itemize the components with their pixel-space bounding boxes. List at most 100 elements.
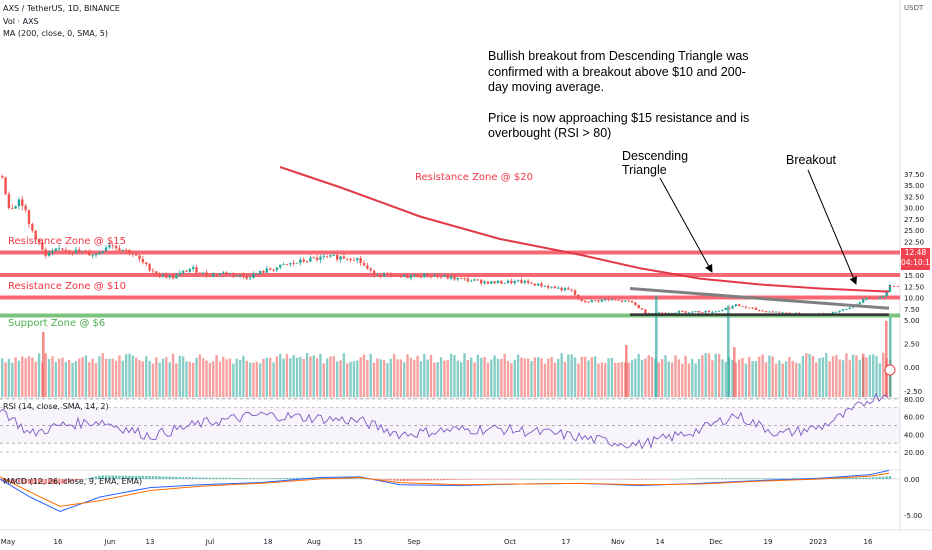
volume-bar xyxy=(470,357,473,397)
volume-bar xyxy=(459,362,463,397)
macd-hist-bar xyxy=(714,478,717,479)
volume-bar xyxy=(429,354,433,397)
macd-hist-bar xyxy=(614,479,617,480)
macd-hist-bar xyxy=(523,479,526,480)
macd-hist-bar xyxy=(788,478,791,479)
macd-hist-bar xyxy=(31,479,34,485)
macd-hist-bar xyxy=(61,479,64,484)
macd-hist-bar xyxy=(409,479,413,481)
volume-bar xyxy=(396,359,399,397)
volume-spike xyxy=(655,295,658,397)
candle-body xyxy=(37,239,41,243)
time-tick-label: Nov xyxy=(611,538,625,546)
candle-body xyxy=(677,311,681,313)
macd-hist-bar xyxy=(590,479,593,480)
candle-body xyxy=(305,261,309,263)
volume-bar xyxy=(416,355,419,397)
breakout-arrow xyxy=(807,169,857,285)
candle-body xyxy=(91,255,94,257)
volume-bar xyxy=(433,362,436,397)
candle-body xyxy=(449,276,453,279)
candle-body xyxy=(148,264,151,271)
candle-body xyxy=(104,247,108,252)
macd-hist-bar xyxy=(543,479,547,480)
analysis-annotation: Bullish breakout from Descending Triangl… xyxy=(488,49,758,142)
volume-bar xyxy=(372,362,376,397)
volume-bar xyxy=(218,361,222,397)
candle-body xyxy=(480,279,483,284)
zone-label-20: Resistance Zone @ $20 xyxy=(415,172,533,183)
candle-body xyxy=(510,280,513,284)
candle-body xyxy=(155,271,158,274)
macd-hist-bar xyxy=(181,477,185,479)
candle-body xyxy=(543,286,547,287)
candle-body xyxy=(496,280,500,284)
macd-hist-bar xyxy=(98,475,101,479)
candle-body xyxy=(34,230,37,240)
volume-bar xyxy=(540,358,543,397)
macd-hist-bar xyxy=(644,479,647,480)
volume-bar xyxy=(419,361,423,397)
candle-body xyxy=(94,254,98,256)
macd-tick-label: 0.00 xyxy=(904,476,920,484)
candle-body xyxy=(841,309,845,311)
macd-hist-bar xyxy=(433,479,436,481)
candle-body xyxy=(124,249,128,251)
volume-bar xyxy=(37,353,41,397)
volume-bar xyxy=(681,363,684,397)
volume-bar xyxy=(124,354,128,397)
macd-hist-bar xyxy=(516,479,520,480)
volume-bar xyxy=(620,362,624,397)
volume-bar xyxy=(225,359,228,397)
macd-hist-bar xyxy=(781,478,784,479)
price-tick-label: 25.00 xyxy=(904,227,924,235)
candle-body xyxy=(64,249,68,251)
candle-body xyxy=(362,262,366,266)
candle-body xyxy=(620,300,624,302)
macd-hist-bar xyxy=(228,477,232,479)
volume-bar xyxy=(289,358,292,397)
macd-hist-bar xyxy=(470,479,473,480)
volume-bar xyxy=(131,355,135,397)
macd-hist-bar xyxy=(238,478,242,479)
candle-body xyxy=(547,286,550,288)
candle-body xyxy=(875,298,878,300)
volume-bar xyxy=(503,353,506,397)
volume-bar xyxy=(761,354,764,397)
macd-hist-bar xyxy=(704,478,707,479)
rsi-line xyxy=(0,392,889,450)
candle-body xyxy=(640,308,644,310)
volume-bar xyxy=(570,354,573,397)
volume-bar xyxy=(188,361,191,397)
candle-body xyxy=(238,274,242,276)
volume-bar xyxy=(560,353,563,397)
macd-hist-bar xyxy=(707,478,711,479)
candle-body xyxy=(416,274,419,278)
macd-hist-bar xyxy=(624,479,627,480)
candle-body xyxy=(476,279,480,281)
volume-bar xyxy=(764,362,768,397)
macd-hist-bar xyxy=(480,479,483,480)
descending-label: Descending xyxy=(622,149,689,163)
candle-body xyxy=(389,274,392,276)
candle-body xyxy=(744,306,748,308)
candle-body xyxy=(674,312,677,314)
macd-hist-bar xyxy=(161,476,165,479)
candle-body xyxy=(141,258,145,263)
candle-body xyxy=(84,251,88,253)
candle-body xyxy=(771,311,774,313)
volume-bar xyxy=(302,358,305,397)
volume-bar xyxy=(520,357,523,397)
volume-bar xyxy=(741,357,744,397)
candle-body xyxy=(376,274,379,276)
macd-tick-label: -5.00 xyxy=(904,512,922,520)
volume-bar xyxy=(295,357,299,397)
candle-body xyxy=(731,306,734,309)
zone-line-2 xyxy=(0,295,900,300)
candle-body xyxy=(108,245,111,248)
candle-body xyxy=(490,281,493,284)
macd-hist-bar xyxy=(463,479,466,480)
volume-bar xyxy=(356,360,359,397)
volume-bar xyxy=(235,358,238,397)
